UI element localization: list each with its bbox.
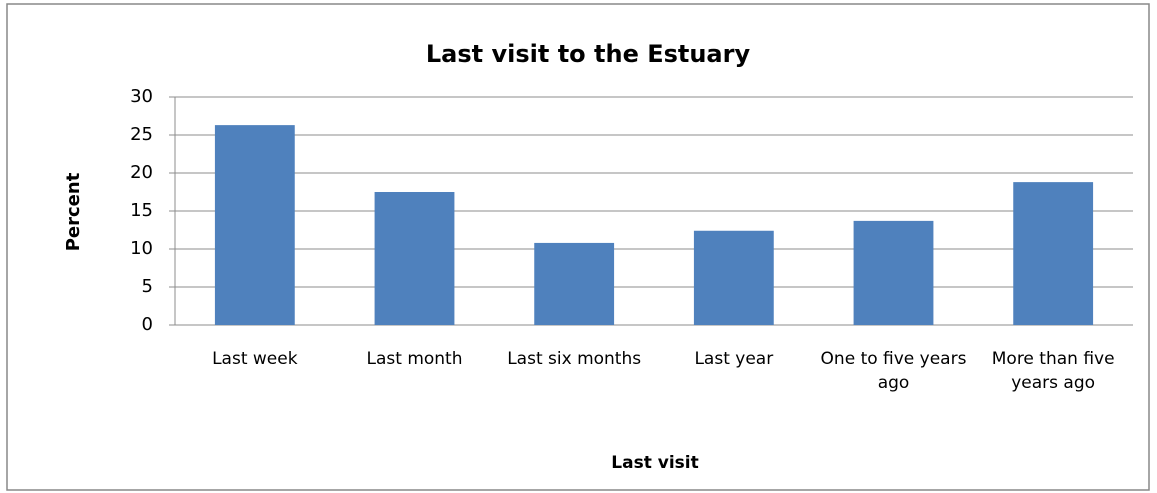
y-tick-label: 20 (130, 162, 153, 183)
bar (853, 220, 934, 325)
y-tick-label: 25 (130, 124, 153, 145)
x-tick-label: Last year (694, 349, 774, 369)
bar (1013, 182, 1094, 325)
y-axis-label: Percent (63, 172, 84, 251)
y-tick-label: 15 (130, 200, 153, 221)
bar (534, 242, 615, 325)
y-tick-label: 30 (130, 86, 153, 107)
y-tick-label: 5 (142, 276, 153, 297)
x-axis-label: Last visit (611, 453, 698, 473)
y-tick-label: 10 (130, 238, 153, 259)
y-tick-label: 0 (142, 314, 153, 335)
x-tick-label: One to five years ago (820, 349, 967, 393)
x-tick-label: Last six months (507, 349, 642, 369)
x-tick-label: More than five years ago (991, 349, 1115, 393)
chart-title: Last visit to the Estuary (426, 40, 751, 68)
bar (693, 230, 774, 325)
x-tick-label: Last month (366, 349, 463, 369)
bar (214, 125, 295, 326)
x-tick-label: Last week (212, 349, 298, 369)
bar (374, 192, 455, 325)
